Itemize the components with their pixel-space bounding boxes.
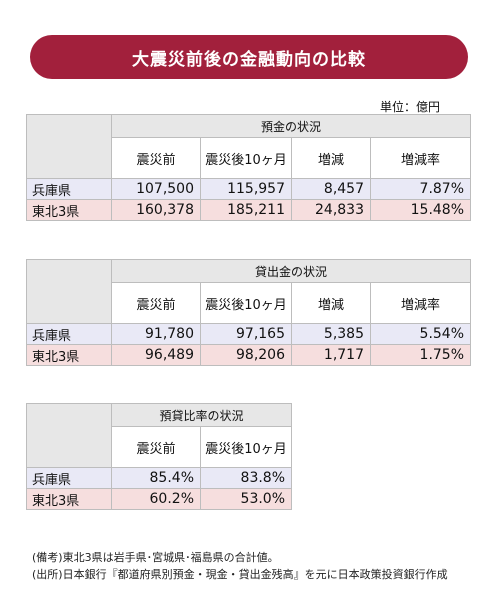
corner-cell — [26, 403, 112, 468]
col-rate: 増減率 — [369, 137, 472, 179]
col-change: 増減 — [291, 282, 371, 324]
unit-label: 単位：億円 — [380, 100, 441, 114]
deposits-table: 預金の状況 震災前 震災後10ヶ月 増減 増減率 兵庫県 107,500 115… — [26, 114, 472, 221]
row-label: 兵庫県 — [26, 178, 112, 200]
cell-after: 185,211 — [200, 199, 292, 221]
deposits-title: 預金の状況 — [110, 114, 472, 138]
page-title: 大震災前後の金融動向の比較 — [30, 35, 468, 79]
cell-after: 97,165 — [200, 323, 292, 345]
cell-rate: 15.48% — [369, 199, 472, 221]
cell-after: 115,957 — [200, 178, 292, 200]
col-rate: 増減率 — [369, 282, 472, 324]
row-label: 東北3県 — [26, 488, 112, 510]
loans-table: 貸出金の状況 震災前 震災後10ヶ月 増減 増減率 兵庫県 91,780 97,… — [26, 259, 472, 366]
cell-change: 24,833 — [291, 199, 371, 221]
col-before: 震災前 — [111, 137, 201, 179]
col-before: 震災前 — [111, 282, 201, 324]
cell-change: 1,717 — [291, 344, 371, 366]
ratio-table: 預貸比率の状況 震災前 震災後10ヶ月 兵庫県 85.4% 83.8% 東北3県… — [26, 403, 293, 510]
cell-before: 91,780 — [111, 323, 201, 345]
corner-cell — [26, 114, 112, 179]
corner-cell — [26, 259, 112, 324]
note-source: (出所)日本銀行『都道府県別預金・現金・貸出金残高』を元に日本政策投資銀行作成 — [32, 568, 448, 581]
col-change: 増減 — [291, 137, 371, 179]
cell-before: 160,378 — [111, 199, 201, 221]
table-row: 兵庫県 107,500 115,957 8,457 7.87% — [26, 178, 472, 200]
cell-rate: 5.54% — [369, 323, 472, 345]
col-after: 震災後10ヶ月 — [199, 426, 293, 468]
cell-before: 85.4% — [111, 467, 201, 489]
cell-change: 5,385 — [291, 323, 371, 345]
table-row: 兵庫県 85.4% 83.8% — [26, 467, 293, 489]
table-row: 兵庫県 91,780 97,165 5,385 5.54% — [26, 323, 472, 345]
cell-change: 8,457 — [291, 178, 371, 200]
cell-rate: 7.87% — [369, 178, 472, 200]
ratio-title: 預貸比率の状況 — [110, 403, 293, 427]
row-label: 東北3県 — [26, 199, 112, 221]
cell-after: 83.8% — [199, 467, 293, 489]
cell-rate: 1.75% — [369, 344, 472, 366]
row-label: 東北3県 — [26, 344, 112, 366]
cell-after: 98,206 — [200, 344, 292, 366]
col-after: 震災後10ヶ月 — [200, 282, 292, 324]
table-row: 東北3県 60.2% 53.0% — [26, 488, 293, 510]
cell-before: 60.2% — [111, 488, 201, 510]
footnotes: (備考)東北3県は岩手県･宮城県･福島県の合計値。 (出所)日本銀行『都道府県別… — [32, 549, 448, 583]
note-remarks: (備考)東北3県は岩手県･宮城県･福島県の合計値。 — [32, 551, 279, 564]
table-row: 東北3県 160,378 185,211 24,833 15.48% — [26, 199, 472, 221]
col-before: 震災前 — [111, 426, 201, 468]
cell-before: 107,500 — [111, 178, 201, 200]
row-label: 兵庫県 — [26, 323, 112, 345]
table-row: 東北3県 96,489 98,206 1,717 1.75% — [26, 344, 472, 366]
cell-after: 53.0% — [199, 488, 293, 510]
row-label: 兵庫県 — [26, 467, 112, 489]
cell-before: 96,489 — [111, 344, 201, 366]
col-after: 震災後10ヶ月 — [200, 137, 292, 179]
loans-title: 貸出金の状況 — [110, 259, 472, 283]
